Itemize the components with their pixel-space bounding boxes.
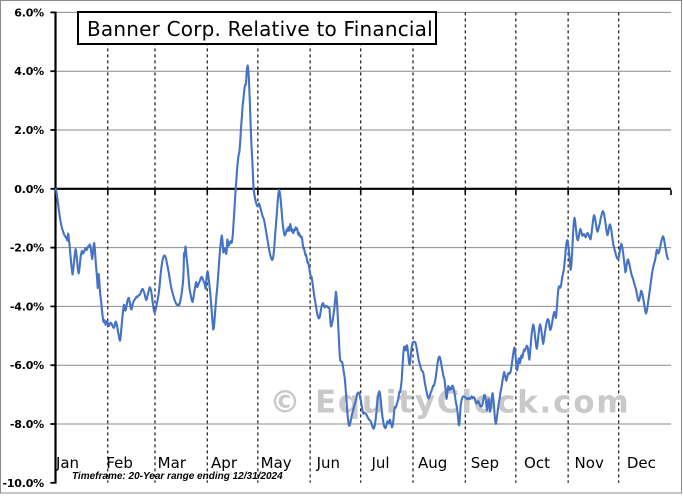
x-axis-label: Apr [211,454,238,472]
timeframe-note: Timeframe: 20-Year range ending 12/31/20… [72,471,283,482]
y-axis-label: -2.0% [10,242,44,255]
title-box-rect [77,11,437,45]
y-axis-label: -4.0% [10,300,44,313]
x-axis-label: Dec [627,454,656,472]
x-axis-label: May [261,454,292,472]
x-axis-label: Aug [418,454,447,472]
y-axis-label: -6.0% [10,359,44,372]
x-axis-label: Oct [524,454,550,472]
chart-title-box: Banner Corp. Relative to Financial [77,11,437,45]
x-axis-label: Jun [316,454,340,472]
y-axis-label: -8.0% [10,418,44,431]
x-axis-label: Nov [575,454,604,472]
y-axis-label: 6.0% [14,6,44,19]
x-axis-label: Feb [106,454,133,472]
axis-labels-layer: 6.0% 4.0% 2.0% 0.0% -2.0% -4.0% -6.0% -8.0% -10.… [2,6,655,489]
x-axis-label: Jul [370,454,389,472]
x-axis-label: Jan [55,454,79,472]
y-axis-label: 2.0% [14,124,44,137]
x-axis-label: Mar [158,454,187,472]
x-axis-label: Sep [471,454,499,472]
y-axis-label: 0.0% [14,183,44,196]
y-axis-label: 4.0% [14,65,44,78]
series-line [54,64,670,430]
grid-layer [50,11,672,484]
y-axis-label: -10.0% [2,477,44,490]
chart-title: Banner Corp. Relative to Financial [87,17,433,41]
